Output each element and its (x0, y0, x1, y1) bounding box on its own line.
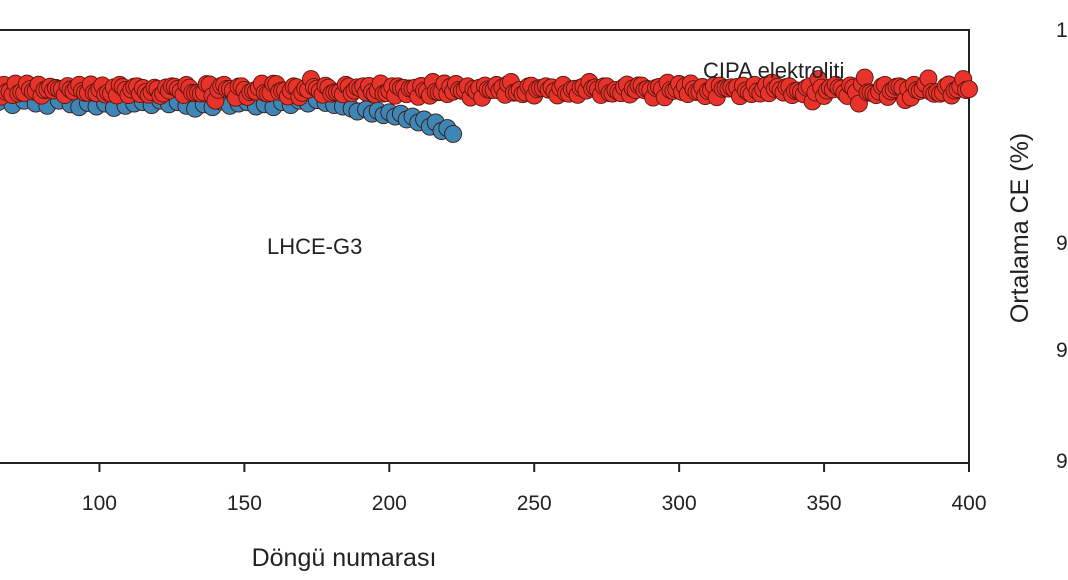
plot-area (0, 29, 978, 464)
right-y-tick-label: 9 (1056, 339, 1068, 362)
annotation-cipa: CIPA elektroliti (703, 58, 844, 83)
annotation-lhce: LHCE-G3 (267, 234, 362, 259)
plot-frame (0, 29, 970, 464)
cipa-points (0, 68, 978, 113)
x-tick-label: 250 (517, 492, 552, 515)
lhce-g3-point (444, 124, 463, 143)
cipa-point (855, 68, 874, 87)
right-y-tick-label: 9 (1056, 450, 1068, 473)
right-y-axis-title: Ortalama CE (%) (1006, 133, 1034, 323)
x-tick-label: 100 (82, 492, 117, 515)
right-y-tick-label: 9 (1056, 232, 1068, 255)
cipa-point (960, 80, 978, 99)
right-y-tick-label: 10 (1056, 19, 1068, 42)
x-tick-label: 150 (227, 492, 262, 515)
x-tick-label: 400 (951, 492, 986, 515)
x-tick-label: 200 (372, 492, 407, 515)
x-axis-title: Döngü numarası (252, 544, 437, 572)
right-y-axis-ticks: 10 9 9 9 (1056, 19, 1068, 473)
x-tick-label: 300 (662, 492, 697, 515)
x-tick-label: 350 (807, 492, 842, 515)
x-axis-ticks: 100 150 200 250 300 350 400 (82, 463, 987, 515)
